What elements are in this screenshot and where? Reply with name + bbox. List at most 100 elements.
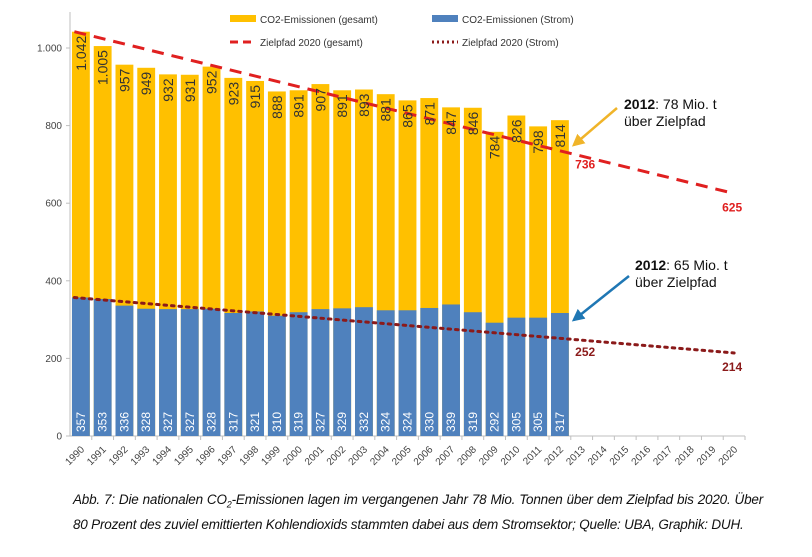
bar-label-power: 328 <box>205 412 219 432</box>
bar-label-total: 957 <box>116 68 132 92</box>
annotation-total-text: : 78 Mio. t <box>655 96 717 112</box>
bar-label-power: 319 <box>292 412 306 432</box>
x-tick-label: 1999 <box>259 444 283 468</box>
legend-label: Zielpfad 2020 (gesamt) <box>260 38 363 49</box>
bars-power <box>71 297 569 436</box>
x-tick-label: 1994 <box>151 444 175 468</box>
bar-label-power: 329 <box>335 412 349 432</box>
bar-power <box>224 313 243 436</box>
y-tick-label: 0 <box>56 432 62 443</box>
bar-label-power: 324 <box>379 412 393 432</box>
bar-power <box>463 312 482 436</box>
bar-label-power: 321 <box>248 412 262 432</box>
bar-label-total: 952 <box>204 70 220 94</box>
annotation-power: 2012: 65 Mio. t über Zielpfad <box>635 257 728 291</box>
bar-power <box>550 313 569 436</box>
bar-label-total: 891 <box>291 94 307 118</box>
bar-power <box>485 322 504 436</box>
bar-label-total: 798 <box>530 130 546 154</box>
bar-label-power: 305 <box>509 412 523 432</box>
target-end-label: 214 <box>722 360 742 374</box>
y-tick-label: 800 <box>45 121 62 132</box>
x-tick-label: 1993 <box>129 444 153 468</box>
bar-label-total: 931 <box>182 79 198 103</box>
x-tick-label: 2018 <box>673 444 697 468</box>
annotation-total-line2: über Zielpfad <box>624 113 706 129</box>
bar-label-total: 1.005 <box>95 50 111 85</box>
bar-power <box>246 311 265 436</box>
bar-power <box>376 310 395 436</box>
x-tick-label: 1997 <box>216 444 240 468</box>
x-tick-label: 1996 <box>194 444 218 468</box>
x-tick-label: 2013 <box>564 444 588 468</box>
bar-label-total: 847 <box>443 111 459 135</box>
bar-label-total: 865 <box>400 104 416 128</box>
bar-power <box>180 309 199 436</box>
annotation-power-text: : 65 Mio. t <box>666 257 728 273</box>
bar-label-total: 949 <box>138 72 154 96</box>
y-tick-label: 200 <box>45 354 62 365</box>
x-tick-label: 2007 <box>434 444 458 468</box>
bar-label-total: 891 <box>334 94 350 118</box>
bar-power <box>202 308 221 436</box>
chart: 02004006008001.0001990199119921993199419… <box>37 12 746 468</box>
bar-label-total: 888 <box>269 95 285 119</box>
legend-label: CO2-Emissionen (Strom) <box>462 15 574 26</box>
bar-label-total: 826 <box>508 119 524 143</box>
bar-power <box>333 308 352 436</box>
bar-label-power: 327 <box>183 412 197 432</box>
x-tick-label: 2015 <box>608 444 632 468</box>
bar-power <box>442 304 460 436</box>
bar-label-total: 846 <box>465 112 481 136</box>
x-tick-label: 2017 <box>651 444 675 468</box>
bar-label-power: 327 <box>313 412 327 432</box>
bar-label-power: 330 <box>422 412 436 432</box>
x-tick-label: 2008 <box>455 444 479 468</box>
bar-label-power: 317 <box>226 412 240 432</box>
caption-rest: -Emissionen lagen im vergangenen Jahr 78… <box>73 492 763 532</box>
x-tick-label: 2005 <box>390 444 414 468</box>
caption-subscript: 2 <box>226 499 232 510</box>
bar-power <box>115 305 134 436</box>
target-end-label: 252 <box>575 345 595 359</box>
bar-label-power: 357 <box>74 412 88 432</box>
x-tick-label: 2012 <box>543 444 567 468</box>
bar-label-power: 292 <box>488 412 502 432</box>
bar-label-power: 324 <box>401 412 415 432</box>
legend: CO2-Emissionen (gesamt) CO2-Emissionen (S… <box>230 15 574 49</box>
x-tick-label: 2016 <box>630 444 654 468</box>
bar-label-total: 1.042 <box>73 36 89 71</box>
bar-label-total: 923 <box>225 82 241 106</box>
bar-label-power: 353 <box>96 412 110 432</box>
bar-label-power: 305 <box>531 412 545 432</box>
bar-label-total: 871 <box>421 102 437 126</box>
arrow-total <box>571 107 618 147</box>
legend-label: Zielpfad 2020 (Strom) <box>462 38 559 49</box>
target-line-total <box>73 30 735 195</box>
y-tick-label: 1.000 <box>37 44 62 55</box>
x-tick-label: 2010 <box>499 444 523 468</box>
bar-label-power: 327 <box>161 412 175 432</box>
y-tick-label: 600 <box>45 199 62 210</box>
bar-label-power: 332 <box>357 412 371 432</box>
bar-label-total: 932 <box>160 78 176 102</box>
x-tick-label: 1992 <box>107 444 131 468</box>
x-tick-label: 1991 <box>85 444 109 468</box>
bar-label-power: 319 <box>466 412 480 432</box>
annotation-total-year: 2012 <box>624 96 656 112</box>
x-tick-label: 2011 <box>521 444 544 467</box>
bar-power <box>398 310 417 436</box>
annotation-total: 2012: 78 Mio. t über Zielpfad <box>624 96 717 130</box>
bar-power <box>267 315 286 436</box>
bar-label-power: 317 <box>553 412 567 432</box>
bar-label-total: 814 <box>552 124 568 148</box>
bar-label-power: 310 <box>270 412 284 432</box>
bar-power <box>420 307 439 436</box>
bar-power <box>71 297 90 436</box>
bar-power <box>355 307 373 436</box>
bar-power <box>289 312 308 436</box>
bar-label-total: 893 <box>356 93 372 117</box>
arrow-power <box>571 275 630 322</box>
bar-power <box>93 299 112 436</box>
bar-power <box>507 317 526 436</box>
